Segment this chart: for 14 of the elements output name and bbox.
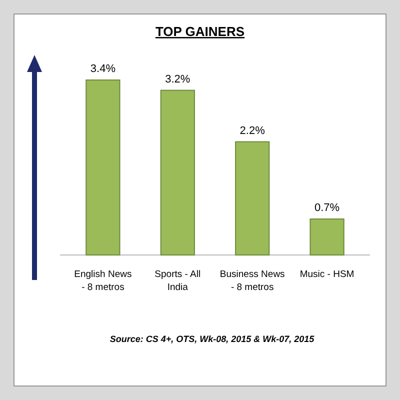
x-tick-label: Sports - All India xyxy=(154,269,201,293)
x-tick-label: Business News - 8 metros xyxy=(220,269,286,293)
data-label: 3.2% xyxy=(165,73,190,86)
data-label: 3.4% xyxy=(90,63,116,75)
bar xyxy=(235,141,270,256)
bar xyxy=(310,218,344,256)
bar xyxy=(160,90,195,256)
data-label: 2.2% xyxy=(240,124,266,137)
data-label: 0.7% xyxy=(314,202,340,214)
chart-title: TOP GAINERS xyxy=(155,24,245,39)
source-note: Source: CS 4+, OTS, Wk-08, 2015 & Wk-07, 2015 xyxy=(110,334,316,344)
x-tick-label: Music - HSM xyxy=(300,269,354,280)
bar xyxy=(86,80,120,256)
x-tick-label: English News - 8 metros xyxy=(74,269,132,293)
